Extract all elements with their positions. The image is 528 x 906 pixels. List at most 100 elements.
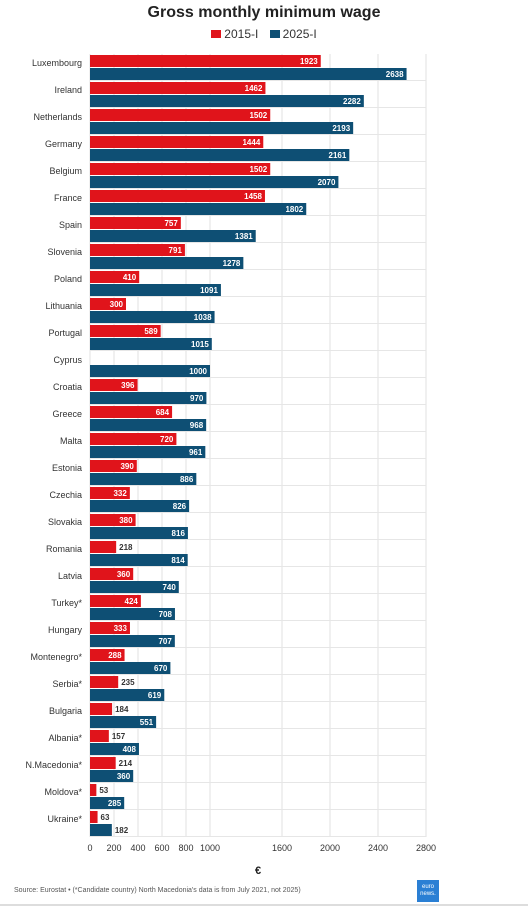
x-tick-label: 2400 (368, 843, 388, 853)
bar-2025-I (90, 149, 350, 161)
bar-value-label: 285 (108, 799, 122, 808)
bar-value-label: 1802 (285, 205, 303, 214)
bar-value-label: 816 (172, 529, 186, 538)
bar-2015-I (90, 109, 271, 121)
bar-2025-I (90, 311, 215, 323)
x-tick-label: 2800 (416, 843, 436, 853)
bar-value-label: 235 (121, 678, 135, 687)
bar-2025-I (90, 68, 407, 80)
bar-value-label: 1458 (244, 192, 262, 201)
bar-2025-I (90, 500, 190, 512)
legend-label-2025: 2025-I (282, 27, 317, 41)
bar-2025-I (90, 716, 157, 728)
legend-swatch-2025 (269, 30, 280, 38)
bar-2025-I (90, 554, 188, 566)
bar-2015-I (90, 622, 130, 634)
legend-item-2025: 2025-I (269, 27, 317, 41)
category-label: Romania (46, 544, 82, 554)
category-label: Slovakia (48, 517, 82, 527)
bar-value-label: 380 (119, 516, 133, 525)
bar-value-label: 740 (162, 583, 176, 592)
x-tick-label: 1000 (200, 843, 220, 853)
bar-value-label: 53 (99, 786, 108, 795)
bar-2015-I (90, 541, 117, 553)
x-tick-label: 0 (87, 843, 92, 853)
bar-value-label: 708 (159, 610, 173, 619)
bar-value-label: 360 (117, 772, 131, 781)
category-label: Ukraine* (47, 814, 82, 824)
bar-2015-I (90, 190, 265, 202)
bar-2015-I (90, 136, 264, 148)
bar-2015-I (90, 460, 137, 472)
bar-2025-I (90, 797, 125, 809)
category-label: France (54, 193, 82, 203)
bar-2015-I (90, 325, 161, 337)
bar-2025-I (90, 473, 197, 485)
bar-value-label: 757 (164, 219, 178, 228)
x-tick-label: 400 (130, 843, 145, 853)
category-label: Serbia* (52, 679, 82, 689)
x-tick-label: 800 (178, 843, 193, 853)
bar-value-label: 2193 (332, 124, 350, 133)
bar-2015-I (90, 568, 134, 580)
bar-2015-I (90, 244, 185, 256)
bar-value-label: 1278 (223, 259, 241, 268)
category-label: Czechia (49, 490, 82, 500)
bar-value-label: 619 (148, 691, 162, 700)
legend-item-2015: 2015-I (211, 27, 258, 41)
bar-value-label: 1923 (300, 57, 318, 66)
bar-2025-I (90, 824, 112, 836)
category-label: Cyprus (53, 355, 82, 365)
category-label: Latvia (58, 571, 82, 581)
category-label: Greece (52, 409, 82, 419)
category-label: Malta (60, 436, 82, 446)
bar-value-label: 670 (154, 664, 168, 673)
category-label: Luxembourg (32, 58, 82, 68)
bar-value-label: 2070 (318, 178, 336, 187)
category-label: Hungary (48, 625, 83, 635)
category-label: Croatia (53, 382, 82, 392)
x-tick-label: 1600 (272, 843, 292, 853)
bar-value-label: 2161 (329, 151, 347, 160)
bar-value-label: 1502 (249, 165, 267, 174)
bar-value-label: 551 (140, 718, 154, 727)
bar-2025-I (90, 203, 307, 215)
x-tick-label: 2000 (320, 843, 340, 853)
bar-value-label: 1015 (191, 340, 209, 349)
category-label: Estonia (52, 463, 82, 473)
bar-2015-I (90, 487, 130, 499)
x-tick-label: 200 (106, 843, 121, 853)
bar-value-label: 218 (119, 543, 133, 552)
bar-2015-I (90, 703, 113, 715)
bar-value-label: 1502 (249, 111, 267, 120)
category-label: Albania* (48, 733, 82, 743)
bar-value-label: 1000 (189, 367, 207, 376)
bar-2025-I (90, 257, 244, 269)
bar-value-label: 814 (171, 556, 185, 565)
category-label: Spain (59, 220, 82, 230)
bar-2015-I (90, 730, 109, 742)
legend-swatch-2015 (211, 30, 222, 38)
bar-2015-I (90, 55, 321, 67)
category-label: Turkey* (51, 598, 82, 608)
bar-value-label: 214 (119, 759, 133, 768)
x-axis-label: € (255, 865, 261, 877)
bar-value-label: 1381 (235, 232, 253, 241)
bar-value-label: 791 (169, 246, 183, 255)
bar-value-label: 720 (160, 435, 174, 444)
bar-2015-I (90, 784, 97, 796)
bar-2025-I (90, 419, 207, 431)
bar-value-label: 961 (189, 448, 203, 457)
bar-value-label: 826 (173, 502, 187, 511)
bar-value-label: 332 (113, 489, 127, 498)
bar-value-label: 300 (110, 300, 124, 309)
bar-2025-I (90, 176, 339, 188)
chart-legend: 2015-I 2025-I (0, 27, 528, 41)
bar-2025-I (90, 284, 221, 296)
bar-value-label: 157 (112, 732, 126, 741)
bar-2015-I (90, 757, 116, 769)
bar-value-label: 707 (158, 637, 172, 646)
bar-value-label: 63 (101, 813, 110, 822)
bar-value-label: 1091 (200, 286, 218, 295)
bar-value-label: 970 (190, 394, 204, 403)
